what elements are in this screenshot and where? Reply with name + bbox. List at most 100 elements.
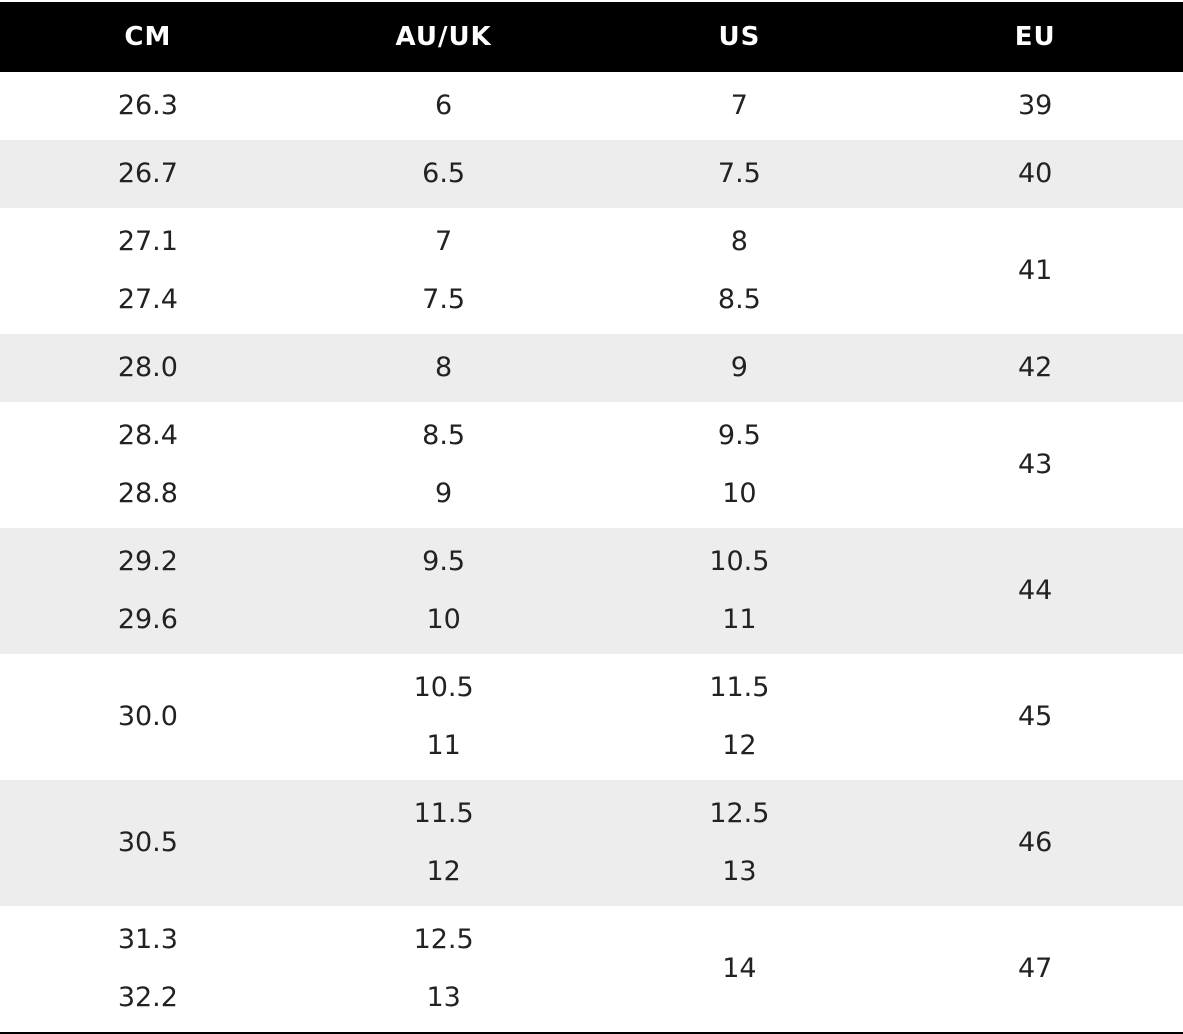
- cell-text: 28.8: [117, 478, 178, 509]
- cell-text: 9: [730, 352, 748, 383]
- cell-text: 43: [1017, 449, 1053, 480]
- table-cell: 11.5 12: [296, 785, 592, 901]
- cell-text: 45: [1017, 701, 1053, 732]
- cell-text: 6: [435, 90, 453, 121]
- table-cell: 27.1 27.4: [0, 213, 296, 329]
- cell-text: 27.1: [117, 226, 178, 257]
- header-cell: CM: [124, 22, 172, 52]
- size-row: 31.3 32.2 12.5 13 14 47: [0, 906, 1183, 1032]
- table-cell: 31.3 32.2: [0, 911, 296, 1027]
- size-row: 26.3 6 7 39: [0, 72, 1183, 140]
- table-cell: 41: [887, 213, 1183, 329]
- cell-text: 11: [426, 730, 461, 761]
- cell-text: 26.7: [117, 158, 178, 189]
- cell-text: 12: [426, 856, 461, 887]
- cell-text: 10: [722, 478, 757, 509]
- cell-text: 28.0: [117, 352, 178, 383]
- table-cell: 42: [887, 339, 1183, 397]
- cell-text: 10.5: [413, 672, 474, 703]
- header-cell: AU/UK: [395, 22, 492, 52]
- cell-text: 14: [722, 953, 757, 984]
- cell-text: 10: [426, 604, 461, 635]
- cell-text: 44: [1017, 575, 1053, 606]
- cell-text: 46: [1017, 827, 1053, 858]
- table-cell: 8.5 9: [296, 407, 592, 523]
- cell-text: 8: [435, 352, 453, 383]
- table-cell: 8 8.5: [592, 213, 888, 329]
- cell-text: 30.5: [117, 827, 178, 858]
- cell-text: 13: [722, 856, 757, 887]
- cell-text: 40: [1017, 158, 1053, 189]
- table-cell: 30.0: [0, 659, 296, 775]
- size-row: 29.2 29.6 9.5 10 10.5 11 44: [0, 528, 1183, 654]
- cell-text: 27.4: [117, 284, 178, 315]
- table-body: 26.3 6 7 39 26.7 6.5 7.5 40 27.1 27.4 7 7.5 8 8.5 41 28…: [0, 72, 1183, 1032]
- table-cell: 7: [592, 77, 888, 135]
- table-cell: 6: [296, 77, 592, 135]
- cell-text: 26.3: [117, 90, 178, 121]
- cell-text: 7: [435, 226, 453, 257]
- table-cell: 26.7: [0, 145, 296, 203]
- table-cell: 12.5 13: [296, 911, 592, 1027]
- table-cell: 30.5: [0, 785, 296, 901]
- cell-text: 6.5: [422, 158, 466, 189]
- table-cell: 28.4 28.8: [0, 407, 296, 523]
- size-row: 26.7 6.5 7.5 40: [0, 140, 1183, 208]
- cell-text: 11.5: [413, 798, 474, 829]
- cell-text: 42: [1017, 352, 1053, 383]
- size-row: 30.5 11.5 12 12.5 13 46: [0, 780, 1183, 906]
- cell-text: 9.5: [717, 420, 761, 451]
- table-cell: 39: [887, 77, 1183, 135]
- table-cell: 47: [887, 911, 1183, 1027]
- cell-text: 10.5: [709, 546, 770, 577]
- table-cell: 46: [887, 785, 1183, 901]
- table-cell: 6.5: [296, 145, 592, 203]
- table-cell: 28.0: [0, 339, 296, 397]
- cell-text: 7.5: [422, 284, 466, 315]
- header-row: CM AU/UK US EU: [0, 2, 1183, 72]
- cell-text: 12.5: [709, 798, 770, 829]
- table-cell: 12.5 13: [592, 785, 888, 901]
- table-cell: 44: [887, 533, 1183, 649]
- cell-text: 8.5: [422, 420, 466, 451]
- cell-text: 9.5: [422, 546, 466, 577]
- size-row: 27.1 27.4 7 7.5 8 8.5 41: [0, 208, 1183, 334]
- cell-text: 47: [1017, 953, 1053, 984]
- cell-text: 11: [722, 604, 757, 635]
- cell-text: 9: [435, 478, 453, 509]
- cell-text: 29.6: [117, 604, 178, 635]
- size-row: 30.0 10.5 11 11.5 12 45: [0, 654, 1183, 780]
- cell-text: 31.3: [117, 924, 178, 955]
- cell-text: 39: [1017, 90, 1053, 121]
- table-cell: 9.5 10: [296, 533, 592, 649]
- cell-text: 12.5: [413, 924, 474, 955]
- cell-text: 8: [730, 226, 748, 257]
- cell-text: 28.4: [117, 420, 178, 451]
- table-cell: 11.5 12: [592, 659, 888, 775]
- cell-text: 8.5: [717, 284, 761, 315]
- cell-text: 30.0: [117, 701, 178, 732]
- cell-text: 32.2: [117, 982, 178, 1013]
- table-cell: 43: [887, 407, 1183, 523]
- table-cell: 14: [592, 911, 888, 1027]
- cell-text: 41: [1017, 255, 1053, 286]
- table-cell: 7 7.5: [296, 213, 592, 329]
- header-cell: US: [718, 22, 761, 52]
- table-cell: 9.5 10: [592, 407, 888, 523]
- cell-text: 29.2: [117, 546, 178, 577]
- table-cell: 7.5: [592, 145, 888, 203]
- table-cell: 45: [887, 659, 1183, 775]
- table-cell: 8: [296, 339, 592, 397]
- size-row: 28.0 8 9 42: [0, 334, 1183, 402]
- cell-text: 7: [730, 90, 748, 121]
- table-cell: 40: [887, 145, 1183, 203]
- table-cell: 9: [592, 339, 888, 397]
- table-cell: 10.5 11: [296, 659, 592, 775]
- cell-text: 13: [426, 982, 461, 1013]
- header-cell: EU: [1014, 22, 1056, 52]
- size-row: 28.4 28.8 8.5 9 9.5 10 43: [0, 402, 1183, 528]
- table-cell: 26.3: [0, 77, 296, 135]
- cell-text: 7.5: [717, 158, 761, 189]
